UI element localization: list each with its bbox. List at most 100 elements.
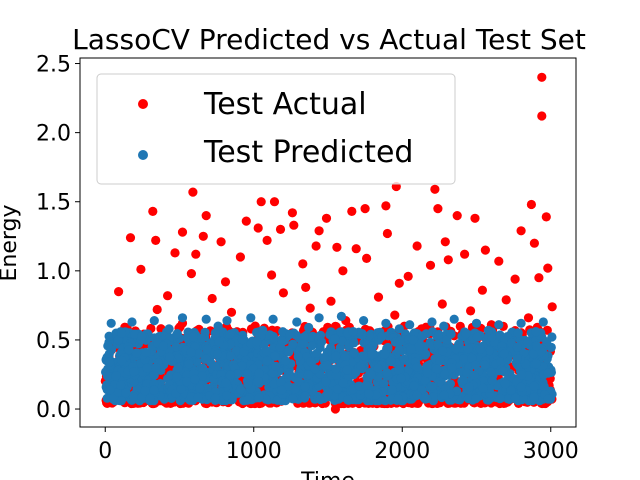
point-actual (437, 299, 447, 309)
legend-label-predicted: Test Predicted (203, 135, 413, 170)
point-actual (321, 213, 332, 223)
point-actual (373, 292, 384, 302)
x-tick-label: 0 (98, 439, 112, 464)
point-predicted (172, 329, 182, 339)
point-actual (220, 277, 231, 287)
point-predicted (236, 385, 246, 395)
point-predicted (387, 385, 397, 395)
point-predicted (394, 365, 404, 375)
point-predicted (503, 394, 513, 404)
point-actual (177, 227, 188, 237)
legend-box (96, 73, 456, 185)
point-actual (537, 111, 547, 121)
point-predicted (513, 328, 523, 338)
point-predicted (434, 329, 444, 340)
point-predicted (288, 394, 298, 404)
point-actual (301, 282, 311, 292)
point-predicted (299, 332, 309, 342)
point-predicted (164, 324, 174, 334)
point-actual (394, 278, 404, 288)
point-predicted (396, 373, 406, 383)
point-predicted (483, 325, 493, 335)
point-predicted (117, 355, 127, 366)
x-axis-ticks: 0 1000 2000 3000 (98, 427, 579, 464)
point-predicted (165, 352, 175, 362)
point-predicted (464, 382, 474, 392)
point-actual (452, 211, 462, 221)
point-actual (460, 249, 470, 259)
point-actual (526, 199, 537, 210)
point-predicted (278, 327, 288, 337)
x-tick-label: 3000 (523, 439, 579, 464)
point-predicted (310, 364, 320, 374)
point-predicted (408, 335, 418, 345)
point-actual (287, 208, 297, 218)
point-predicted (414, 341, 424, 352)
point-predicted (304, 322, 314, 333)
point-predicted (421, 349, 431, 359)
point-predicted (271, 361, 281, 371)
point-actual (152, 304, 162, 315)
point-predicted (330, 334, 340, 344)
point-predicted (225, 329, 235, 339)
point-actual (480, 245, 490, 255)
point-predicted (475, 344, 485, 354)
point-predicted (285, 329, 295, 339)
point-actual (466, 306, 476, 316)
point-predicted (498, 366, 508, 376)
point-actual (412, 241, 422, 251)
chart-title: LassoCV Predicted vs Actual Test Set (72, 23, 586, 56)
point-actual (207, 293, 217, 304)
point-predicted (212, 349, 223, 359)
point-actual (269, 197, 280, 207)
point-actual (430, 184, 440, 194)
point-predicted (288, 339, 298, 349)
point-predicted (471, 318, 482, 328)
point-predicted (213, 321, 223, 331)
point-predicted (140, 386, 150, 396)
point-predicted (500, 379, 510, 389)
point-actual (382, 228, 392, 239)
point-predicted (405, 320, 415, 330)
point-predicted (510, 393, 520, 403)
point-actual (494, 256, 504, 266)
point-actual (501, 295, 511, 305)
x-axis-title: Time (300, 469, 355, 480)
point-predicted (283, 381, 294, 391)
point-actual (305, 303, 315, 313)
point-predicted (332, 384, 343, 394)
point-predicted (201, 354, 211, 364)
y-tick-label: 2.0 (36, 122, 71, 147)
point-predicted (393, 393, 403, 404)
point-predicted (439, 321, 449, 331)
point-predicted (480, 360, 490, 370)
point-predicted (201, 314, 211, 324)
point-predicted (104, 357, 115, 367)
point-predicted (349, 348, 359, 358)
point-predicted (316, 337, 327, 347)
point-actual (541, 212, 551, 222)
y-axis-ticks: 0.0 0.5 1.0 1.5 2.0 2.5 (36, 53, 80, 423)
point-actual (253, 223, 263, 233)
point-predicted (222, 316, 232, 326)
point-predicted (342, 365, 352, 375)
x-tick-label: 2000 (374, 439, 430, 464)
point-predicted (354, 381, 364, 391)
point-predicted (463, 394, 473, 404)
point-predicted (512, 342, 523, 352)
point-predicted (293, 351, 303, 362)
point-predicted (312, 348, 322, 358)
point-actual (529, 238, 540, 248)
point-predicted (186, 347, 196, 357)
point-actual (351, 244, 361, 254)
point-predicted (190, 374, 200, 384)
point-predicted (269, 379, 279, 389)
point-predicted (128, 392, 139, 402)
y-tick-label: 0.0 (36, 398, 71, 423)
point-actual (289, 220, 299, 230)
point-predicted (366, 369, 376, 379)
point-actual (256, 197, 266, 207)
point-actual (537, 72, 547, 82)
point-predicted (270, 351, 280, 361)
